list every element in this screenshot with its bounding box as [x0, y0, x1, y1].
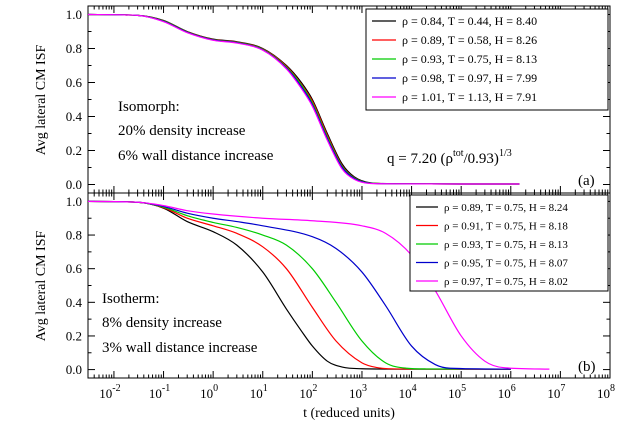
x-axis-title: t (reduced units) [303, 406, 395, 421]
legend-entry: ρ = 0.89, T = 0.58, H = 8.26 [402, 33, 537, 47]
legend-entry: ρ = 0.89, T = 0.75, H = 8.24 [444, 202, 568, 214]
annotation-line-2: 8% density increase [102, 315, 222, 331]
series-line-5 [87, 200, 550, 370]
annotation-line-1: Isotherm: [102, 291, 160, 307]
y-tick-label: 0.2 [66, 328, 82, 343]
x-tick-label: 100 [200, 383, 218, 401]
x-tick-label: 103 [349, 383, 367, 401]
x-tick-label: 102 [299, 383, 317, 401]
legend-entry: ρ = 0.93, T = 0.75, H = 8.13 [402, 52, 537, 66]
y-tick-label: 0.4 [66, 295, 83, 310]
y-axis-title-b: Avg lateral CM ISF [34, 231, 49, 342]
x-tick-label: 108 [597, 383, 615, 401]
legend-entry: ρ = 0.97, T = 0.75, H = 8.02 [444, 276, 568, 288]
y-tick-label: 0.4 [66, 109, 83, 124]
legend-entry: ρ = 0.95, T = 0.75, H = 8.07 [444, 258, 568, 270]
x-tick-label: 104 [399, 383, 417, 401]
legend-entry: ρ = 1.01, T = 1.13, H = 7.91 [402, 90, 537, 104]
series-line-1 [87, 200, 511, 370]
y-tick-label: 0.6 [66, 261, 83, 276]
y-tick-label: 0.2 [66, 143, 82, 158]
series-line-4 [87, 200, 511, 370]
annotation-line-2: 20% density increase [118, 123, 246, 139]
legend-entry: ρ = 0.84, T = 0.44, H = 8.40 [402, 14, 537, 28]
legend-entry: ρ = 0.98, T = 0.97, H = 7.99 [402, 71, 537, 85]
annotation-line-1: Isomorph: [118, 99, 180, 115]
legend-entry: ρ = 0.91, T = 0.75, H = 8.18 [444, 221, 568, 233]
legend-box [365, 8, 609, 111]
x-tick-label: 10-1 [149, 383, 170, 401]
panel-a-annotations: Isomorph: 20% density increase 6% wall d… [118, 99, 274, 164]
panel-a-legend: ρ = 0.84, T = 0.44, H = 8.40 ρ = 0.89, T … [365, 8, 609, 111]
x-tick-label: 107 [547, 383, 565, 401]
panel-b: 10-2 10-1 100 101 102 103 104 105 106 107 108 0.0 0… [66, 192, 615, 401]
panel-a: 0.0 0.2 0.4 0.6 0.8 1.0 Isomorph: 20% density… [66, 5, 611, 194]
y-tick-label: 0.0 [66, 177, 82, 192]
panel-b-label: (b) [578, 359, 596, 375]
y-tick-label: 0.8 [66, 228, 82, 243]
annotation-line-3: 3% wall distance increase [102, 340, 258, 356]
annotation-line-3: 6% wall distance increase [118, 148, 274, 164]
legend-entry: ρ = 0.93, T = 0.75, H = 8.13 [444, 239, 568, 251]
panel-b-annotations: Isotherm: 8% density increase 3% wall di… [102, 291, 258, 356]
series-line-3 [87, 200, 511, 370]
panel-b-legend: ρ = 0.89, T = 0.75, H = 8.24 ρ = 0.91, T … [409, 194, 609, 292]
x-tick-label: 10-2 [99, 383, 120, 401]
y-axis-title-a: Avg lateral CM ISF [34, 45, 49, 156]
y-tick-label: 1.0 [66, 7, 82, 22]
q-relation-label: q = 7.20 (ρtot/0.93)1/3 [387, 148, 512, 167]
x-tick-label: 105 [448, 383, 466, 401]
y-tick-label: 0.0 [66, 362, 82, 377]
panel-a-label: (a) [578, 173, 595, 189]
x-tick-label: 101 [250, 383, 268, 401]
series-line-5 [87, 13, 520, 185]
x-tick-label: 106 [498, 383, 516, 401]
series-line-2 [87, 200, 511, 370]
y-tick-label: 0.6 [66, 75, 83, 90]
legend-box [409, 194, 609, 292]
y-tick-label: 1.0 [66, 194, 82, 209]
y-tick-label: 0.8 [66, 41, 82, 56]
